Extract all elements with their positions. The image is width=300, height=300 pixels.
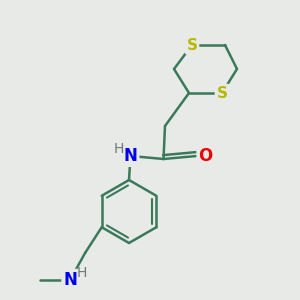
Text: H: H (76, 266, 87, 280)
Text: O: O (198, 147, 213, 165)
Text: S: S (187, 38, 197, 52)
Text: H: H (114, 142, 124, 156)
Text: S: S (217, 85, 227, 100)
Text: N: N (63, 271, 77, 289)
Text: N: N (124, 147, 137, 165)
